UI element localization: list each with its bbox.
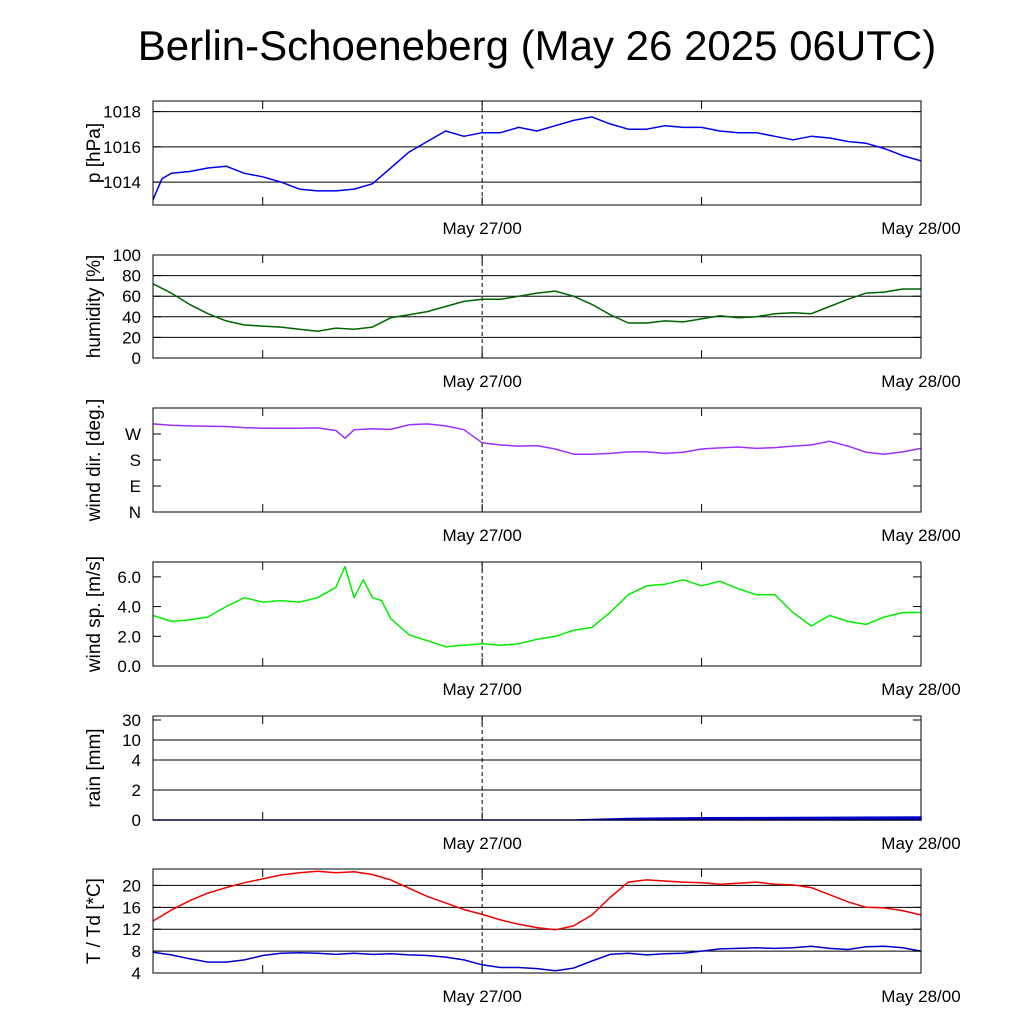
y-tick-label: 20 <box>122 876 141 895</box>
y-tick-label: 8 <box>132 942 141 961</box>
y-tick-label: 60 <box>122 287 141 306</box>
series-wind_direction-0 <box>152 423 922 455</box>
y-tick-label: 30 <box>122 711 141 730</box>
y-tick-label: 2 <box>132 781 141 800</box>
plot-frame <box>152 561 922 667</box>
x-tick-label: May 27/00 <box>442 987 521 1006</box>
y-tick-label: 0 <box>132 349 141 368</box>
y-tick-label: 6.0 <box>117 568 141 587</box>
x-tick-label: May 27/00 <box>442 372 521 391</box>
y-axis-label: humidity [%] <box>84 255 105 358</box>
y-tick-label: 4 <box>132 964 141 983</box>
y-tick-label: 80 <box>122 267 141 286</box>
y-axis-label: rain [mm] <box>84 728 105 807</box>
x-tick-label: May 27/00 <box>442 219 521 238</box>
y-tick-label: 16 <box>122 898 141 917</box>
y-tick-label: 10 <box>122 731 141 750</box>
y-tick-label: 12 <box>122 920 141 939</box>
y-axis-label: wind dir. [deg.] <box>84 399 105 523</box>
series-temperature-0 <box>152 870 922 931</box>
y-tick-label: 20 <box>122 328 141 347</box>
y-axis-label: wind sp. [m/s] <box>84 556 105 673</box>
y-tick-label: W <box>125 425 141 444</box>
y-tick-label: 0 <box>132 811 141 830</box>
y-tick-label: 4.0 <box>117 598 141 617</box>
x-tick-label: May 28/00 <box>881 987 960 1006</box>
y-tick-label: 40 <box>122 308 141 327</box>
x-tick-label: May 28/00 <box>881 219 960 238</box>
y-axis-label: p [hPa] <box>84 123 105 183</box>
series-wind_speed-0 <box>152 565 921 648</box>
y-tick-label: 2.0 <box>117 627 141 646</box>
y-tick-label: E <box>130 477 141 496</box>
series-pressure-0 <box>152 116 922 200</box>
y-axis-label: T / Td [*C] <box>84 878 105 964</box>
panel-wind_speed: 0.0 2.0 4.0 6.0 May 27/00 May 28/00 wind sp. [… <box>84 556 961 699</box>
x-tick-label: May 27/00 <box>442 680 521 699</box>
x-tick-label: May 28/00 <box>881 372 960 391</box>
y-tick-label: 100 <box>113 246 141 265</box>
y-tick-label: S <box>130 451 141 470</box>
y-tick-label: 1014 <box>103 173 141 192</box>
y-tick-label: 0.0 <box>117 657 141 676</box>
x-tick-label: May 28/00 <box>881 526 960 545</box>
y-tick-label: 1016 <box>103 138 141 157</box>
series-humidity-0 <box>152 283 921 332</box>
panel-pressure: 1014 1016 1018 May 27/00 May 28/00 p [hPa] <box>84 100 961 238</box>
plot-frame <box>152 407 922 513</box>
panel-temperature: 4 8 12 16 20 May 27/00 May 28/00 T / Td [*C] <box>84 868 961 1006</box>
plot-frame <box>152 254 922 359</box>
plot-frame <box>152 868 922 974</box>
plot-frame <box>152 715 922 821</box>
x-tick-label: May 27/00 <box>442 834 521 853</box>
y-tick-label: 4 <box>132 751 141 770</box>
chart-title: Berlin-Schoeneberg (May 26 2025 06UTC) <box>137 22 937 69</box>
plot-frame <box>152 100 922 206</box>
series-temperature-1 <box>152 945 922 972</box>
x-tick-label: May 28/00 <box>881 834 960 853</box>
x-tick-label: May 28/00 <box>881 680 960 699</box>
y-tick-label: 1018 <box>103 103 141 122</box>
y-tick-label: N <box>129 503 141 522</box>
x-tick-label: May 27/00 <box>442 526 521 545</box>
